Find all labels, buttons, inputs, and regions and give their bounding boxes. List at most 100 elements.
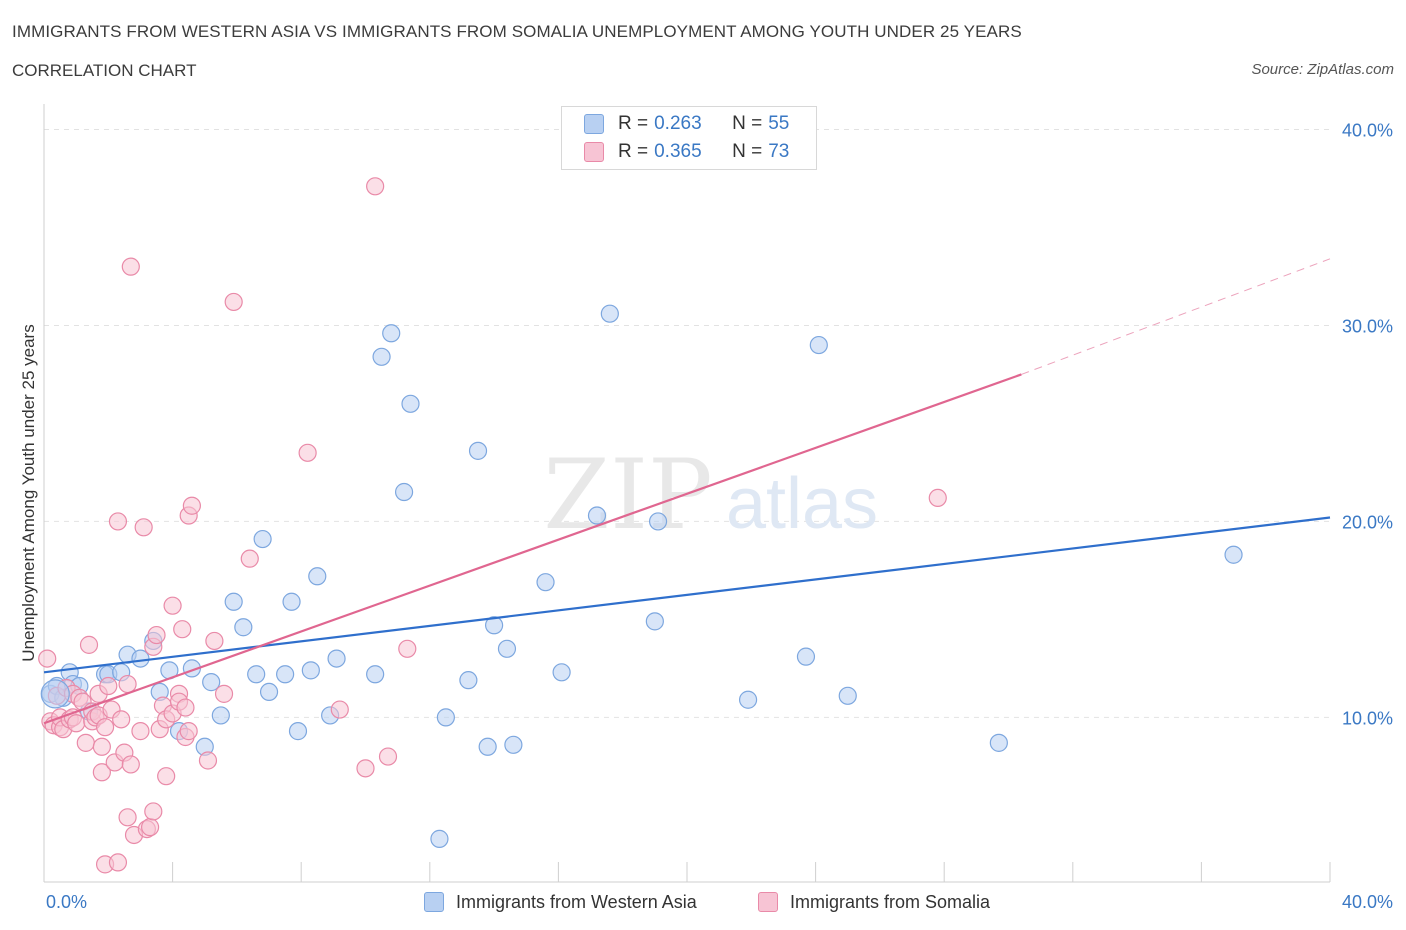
western-asia-point [478, 737, 497, 756]
legend-r-value: 0.263 [654, 113, 702, 134]
somalia-point [298, 443, 317, 462]
watermark-zip: ZIP [543, 439, 712, 551]
somalia-point [95, 718, 115, 737]
western-asia-point [738, 690, 758, 709]
legend-row-blue: R = 0.263 N = 55 [584, 113, 789, 135]
somalia-point [330, 700, 349, 719]
western-asia-point [497, 639, 517, 658]
western-asia-point [211, 706, 230, 725]
western-asia-point [202, 673, 221, 692]
bottom-legend-label-pink: Immigrants from Somalia [790, 891, 991, 912]
chart-subtitle: CORRELATION CHART [12, 61, 197, 80]
data-points [38, 177, 1243, 874]
somalia-point [198, 751, 218, 770]
y-tick-label: 20.0% [1342, 512, 1393, 532]
x-tick-labels: 0.0% 40.0% [46, 892, 1393, 912]
western-asia-point [288, 722, 308, 741]
somalia-point [205, 631, 224, 651]
watermark: ZIP atlas [543, 439, 878, 551]
western-asia-point [989, 733, 1008, 752]
western-asia-point [308, 567, 327, 586]
western-asia-point [468, 441, 488, 460]
somalia-point [121, 755, 140, 774]
western-asia-point [276, 665, 295, 684]
somalia-point [366, 177, 385, 196]
somalia-point [38, 649, 57, 668]
y-axis-label: Unemployment Among Youth under 25 years [19, 324, 38, 661]
y-tick-label: 10.0% [1342, 708, 1393, 728]
western-asia-point [536, 573, 555, 592]
western-asia-point [247, 665, 266, 684]
somalia-point [118, 674, 137, 694]
western-asia-point [394, 482, 414, 502]
somalia-point [378, 747, 398, 766]
legend-n-value: 55 [768, 113, 790, 134]
legend-n-label: N = [732, 113, 763, 134]
x-tick-label: 0.0% [46, 892, 87, 912]
somalia-point [108, 512, 128, 531]
y-tick-label: 30.0% [1342, 316, 1393, 336]
western-asia-point [224, 592, 243, 611]
western-asia-point [436, 708, 455, 727]
legend-row-pink: R = 0.365 N = 73 [584, 141, 789, 163]
somalia-point [99, 676, 118, 696]
legend-swatch-blue [584, 114, 604, 134]
somalia-point [92, 737, 111, 756]
somalia-point [240, 549, 259, 568]
western-asia-point [504, 735, 523, 754]
somalia-trend-extension [1021, 258, 1331, 375]
somalia-point [173, 620, 192, 639]
western-asia-point [430, 829, 449, 848]
chart-title: IMMIGRANTS FROM WESTERN ASIA VS IMMIGRAN… [12, 22, 1022, 41]
somalia-point [163, 596, 182, 615]
axes [43, 104, 1331, 883]
somalia-point [121, 257, 140, 276]
legend-r-label: R = [618, 141, 649, 162]
western-asia-point [552, 663, 571, 682]
somalia-point [108, 853, 128, 872]
western-asia-point [366, 665, 385, 684]
somalia-point [398, 639, 417, 658]
western-asia-point [645, 612, 664, 631]
bottom-legend-swatch-blue [424, 892, 444, 912]
somalia-point [179, 722, 198, 741]
western-asia-point [648, 512, 668, 531]
somalia-trend-line [43, 373, 1022, 725]
legend-swatch-pink [584, 142, 604, 162]
western-asia-point [600, 304, 619, 323]
somalia-point [356, 759, 375, 778]
somalia-point [176, 698, 195, 717]
western-asia-point [382, 324, 401, 343]
somalia-point [76, 733, 95, 752]
somalia-point [182, 496, 201, 515]
correlation-legend: R = 0.263 N = 55 R = 0.365 N = 73 [561, 106, 817, 170]
bottom-legend-blue: Immigrants from Western Asia [424, 890, 697, 914]
somalia-point [92, 763, 111, 782]
somalia-point [214, 684, 234, 703]
somalia-point [928, 488, 947, 507]
somalia-point [147, 625, 166, 645]
somalia-point [67, 714, 86, 733]
trend-lines [43, 258, 1331, 725]
western-asia-point-cluster [40, 679, 70, 709]
x-tick-label: 40.0% [1342, 892, 1393, 912]
western-asia-point [301, 661, 320, 680]
western-asia-point [401, 394, 420, 413]
western-asia-point [253, 529, 272, 549]
western-asia-point [327, 649, 346, 668]
bottom-legend-pink: Immigrants from Somalia [758, 890, 990, 914]
somalia-point [112, 710, 131, 729]
y-tick-labels: 10.0% 20.0% 30.0% 40.0% [1342, 120, 1393, 728]
western-asia-point [838, 686, 857, 705]
somalia-point [157, 767, 176, 786]
legend-n-label: N = [732, 141, 763, 162]
somalia-point [131, 722, 150, 741]
western-asia-point [1224, 545, 1243, 564]
somalia-point [144, 802, 163, 821]
source-note: Source: ZipAtlas.com [1251, 61, 1394, 78]
somalia-point [134, 518, 153, 537]
legend-r-value: 0.365 [654, 141, 702, 162]
western-asia-point [809, 335, 828, 355]
western-asia-point [372, 347, 391, 366]
legend-n-value: 73 [768, 141, 790, 162]
